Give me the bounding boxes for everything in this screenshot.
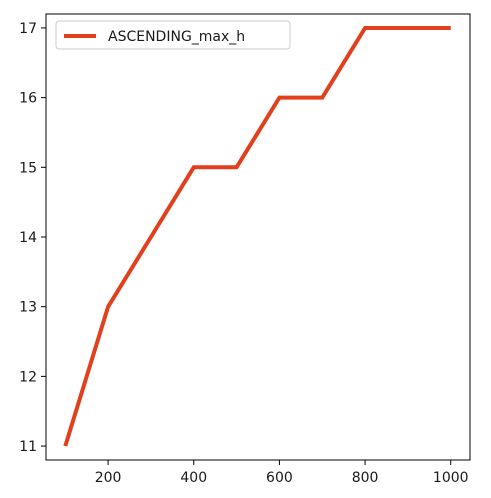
plot-frame	[45, 13, 471, 461]
legend: ASCENDING_max_h	[55, 20, 291, 50]
y-tick-label: 17	[19, 21, 37, 37]
y-tick-label: 13	[19, 300, 37, 316]
axes-layer: 200 400 600 800 1000 11 12 13 14 15 16 17	[19, 21, 468, 486]
legend-label: ASCENDING_max_h	[108, 29, 245, 45]
x-tick-label: 200	[95, 470, 122, 486]
legend-box	[55, 20, 291, 50]
y-tick-label: 11	[19, 439, 37, 455]
x-tick-label: 1000	[433, 470, 469, 486]
x-tick-label: 800	[352, 470, 379, 486]
plot-area	[46, 14, 470, 460]
y-tick-label: 16	[19, 91, 37, 107]
x-tick-label: 600	[266, 470, 293, 486]
y-tick-label: 15	[19, 160, 37, 176]
x-tick-label: 400	[180, 470, 207, 486]
series-layer	[63, 25, 451, 447]
y-tick-label: 14	[19, 230, 37, 246]
series-line-0	[63, 25, 451, 447]
y-tick-label: 12	[19, 369, 37, 385]
